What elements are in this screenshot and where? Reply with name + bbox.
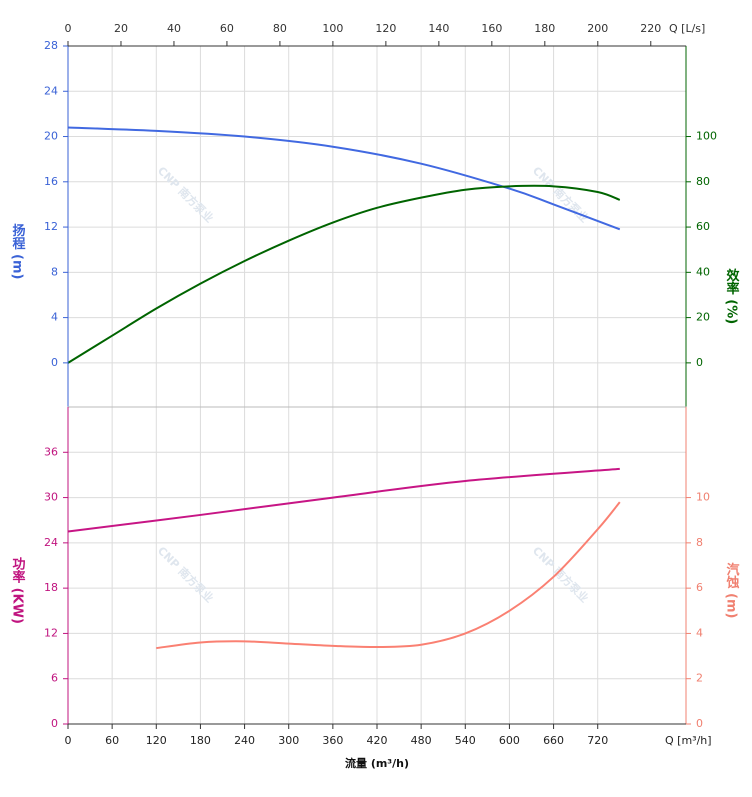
watermark: CNP 南方泵业	[155, 163, 217, 225]
y-tick-label: 0	[51, 717, 58, 730]
x-tick-label: 60	[105, 734, 119, 747]
x2-tick-label: 80	[273, 22, 287, 35]
curve	[67, 126, 621, 231]
grid	[67, 45, 686, 725]
y2-tick-label: 10	[696, 491, 710, 504]
y2-tick-label: 40	[696, 265, 710, 278]
y-tick-label: 4	[51, 311, 58, 324]
x2-tick-label: 140	[428, 22, 449, 35]
y-tick-label: 8	[51, 265, 58, 278]
curve	[156, 501, 621, 650]
x-tick-label: 660	[543, 734, 564, 747]
y-tick-label: 6	[51, 672, 58, 685]
curve	[67, 467, 620, 533]
y-tick-label: 16	[44, 175, 58, 188]
y-tick-label: 28	[44, 39, 58, 52]
y2-axis-label: 效率 (%)	[724, 268, 740, 324]
y2-tick-label: 100	[696, 130, 717, 143]
x-tick-label: 540	[455, 734, 476, 747]
curve	[67, 184, 621, 364]
y2-tick-label: 20	[696, 311, 710, 324]
x-tick-label: 720	[587, 734, 608, 747]
y2-tick-label: 0	[696, 717, 703, 730]
curves	[67, 126, 621, 650]
y2-tick-label: 0	[696, 356, 703, 369]
y-tick-label: 20	[44, 130, 58, 143]
x-tick-label: 600	[499, 734, 520, 747]
y2-tick-label: 8	[696, 536, 703, 549]
y-tick-label: 24	[44, 536, 58, 549]
x2-tick-label: 60	[220, 22, 234, 35]
watermark: CNP 南方泵业	[530, 543, 592, 605]
x2-tick-label: 20	[114, 22, 128, 35]
x-tick-label: 240	[234, 734, 255, 747]
y-tick-label: 24	[44, 84, 58, 97]
y-tick-label: 12	[44, 626, 58, 639]
y2-tick-label: 2	[696, 672, 703, 685]
y-tick-label: 36	[44, 445, 58, 458]
y-tick-label: 30	[44, 491, 58, 504]
x2-unit-label: Q [L/s]	[669, 22, 705, 35]
y2-axis-label: 汽蚀 (m)	[724, 562, 741, 619]
y2-tick-label: 60	[696, 220, 710, 233]
x2-tick-label: 200	[587, 22, 608, 35]
y2-tick-label: 4	[696, 626, 703, 639]
x-axis-label: 流量 (m³/h)	[345, 756, 409, 770]
x-tick-label: 0	[65, 734, 72, 747]
x-tick-label: 300	[278, 734, 299, 747]
x2-tick-label: 100	[322, 22, 343, 35]
x2-tick-label: 180	[534, 22, 555, 35]
y2-tick-label: 6	[696, 581, 703, 594]
y-axis-label: 功率 (KW)	[10, 557, 26, 624]
x-tick-label: 180	[190, 734, 211, 747]
x-tick-label: 480	[411, 734, 432, 747]
y2-tick-label: 80	[696, 175, 710, 188]
y-axis-label: 扬程 (m)	[10, 223, 26, 280]
x2-tick-label: 220	[640, 22, 661, 35]
y-tick-label: 0	[51, 356, 58, 369]
x2-tick-label: 40	[167, 22, 181, 35]
x2-tick-label: 160	[481, 22, 502, 35]
x2-tick-label: 0	[65, 22, 72, 35]
x-tick-label: 120	[146, 734, 167, 747]
y-tick-label: 18	[44, 581, 58, 594]
x2-tick-label: 120	[375, 22, 396, 35]
y-tick-label: 12	[44, 220, 58, 233]
x-tick-label: 360	[322, 734, 343, 747]
x-tick-label: 420	[367, 734, 388, 747]
watermark: CNP 南方泵业	[155, 543, 217, 605]
x-unit-label: Q [m³/h]	[665, 734, 712, 747]
